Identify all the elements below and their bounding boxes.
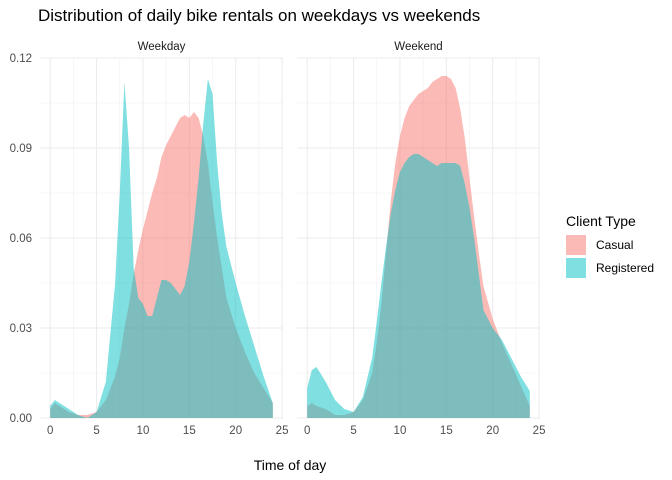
x-tick-label: 20 [486, 425, 499, 437]
legend-label-casual: Casual [596, 238, 633, 252]
x-tick-label: 20 [229, 425, 242, 437]
density-area-weekday-registered [50, 79, 273, 418]
x-tick-label: 25 [533, 425, 546, 437]
x-tick-label: 5 [350, 425, 356, 437]
legend-title: Client Type [566, 213, 636, 229]
x-tick-label: 10 [137, 425, 150, 437]
text-layer: Weekday 0 5 10 15 20 25 Weekend 0 5 10 15 20 25 0.00 0.… [10, 41, 546, 473]
y-tick-label: 0.12 [10, 53, 32, 65]
y-tick-label: 0.00 [10, 413, 32, 425]
y-tick-label: 0.09 [10, 143, 32, 155]
x-tick-label: 0 [304, 425, 310, 437]
legend-layer: Client Type Casual Registered [566, 213, 654, 278]
legend-swatch-registered [566, 258, 586, 278]
chart-title: Distribution of daily bike rentals on we… [38, 6, 481, 25]
legend-swatch-casual [566, 235, 586, 255]
area-layer [50, 76, 530, 418]
x-tick-label: 5 [93, 425, 99, 437]
y-tick-label: 0.03 [10, 323, 32, 335]
legend-label-registered: Registered [596, 261, 654, 275]
x-tick-label: 25 [276, 425, 289, 437]
x-axis-title: Time of day [254, 457, 327, 473]
x-tick-label: 10 [394, 425, 407, 437]
density-area-weekend-registered [307, 154, 530, 418]
facet-label-weekday: Weekday [138, 41, 186, 53]
y-tick-label: 0.06 [10, 233, 32, 245]
facet-label-weekend: Weekend [394, 41, 442, 53]
x-tick-label: 15 [440, 425, 453, 437]
x-tick-label: 0 [47, 425, 53, 437]
x-tick-label: 15 [183, 425, 196, 437]
